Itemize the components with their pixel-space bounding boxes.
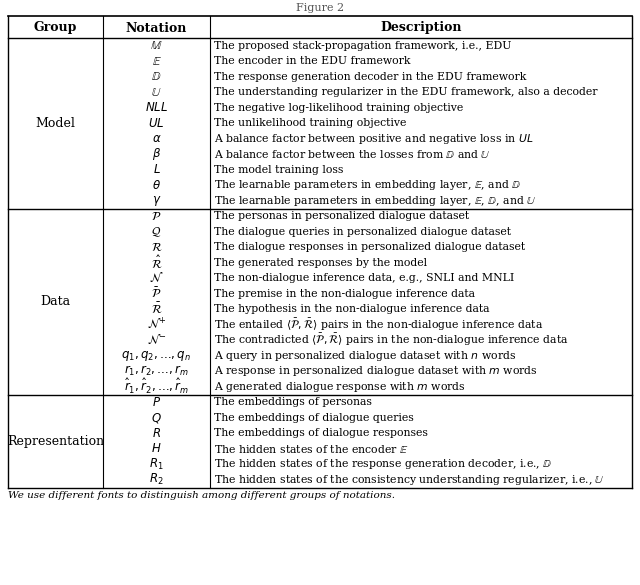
Text: The unlikelihood training objective: The unlikelihood training objective (214, 118, 406, 128)
Text: $r_1,r_2,\ldots,r_m$: $r_1,r_2,\ldots,r_m$ (124, 364, 189, 378)
Text: The negative log-likelihood training objective: The negative log-likelihood training obj… (214, 103, 463, 113)
Text: The personas in personalized dialogue dataset: The personas in personalized dialogue da… (214, 211, 469, 221)
Text: The proposed stack-propagation framework, i.e., EDU: The proposed stack-propagation framework… (214, 41, 511, 51)
Text: $\mathit{NLL}$: $\mathit{NLL}$ (145, 101, 168, 114)
Text: A response in personalized dialogue dataset with $m$ words: A response in personalized dialogue data… (214, 364, 538, 378)
Text: $\mathbb{D}$: $\mathbb{D}$ (152, 70, 162, 83)
Text: The hidden states of the response generation decoder, i.e., $\mathbb{D}$: The hidden states of the response genera… (214, 457, 552, 472)
Text: $\hat{\mathcal{R}}$: $\hat{\mathcal{R}}$ (150, 254, 163, 272)
Text: The contradicted $\langle\bar{\mathcal{P}}, \bar{\mathcal{R}}\rangle$ pairs in t: The contradicted $\langle\bar{\mathcal{P… (214, 332, 568, 348)
Text: $\mathit{UL}$: $\mathit{UL}$ (148, 117, 164, 130)
Text: $L$: $L$ (152, 163, 161, 176)
Text: $\mathcal{N}^{-}$: $\mathcal{N}^{-}$ (147, 333, 166, 347)
Text: $\gamma$: $\gamma$ (152, 194, 161, 208)
Text: The premise in the non-dialogue inference data: The premise in the non-dialogue inferenc… (214, 289, 475, 299)
Text: The embeddings of dialogue queries: The embeddings of dialogue queries (214, 413, 413, 423)
Text: $q_1,q_2,\ldots,q_n$: $q_1,q_2,\ldots,q_n$ (122, 349, 191, 363)
Text: Description: Description (380, 22, 461, 35)
Text: The model training loss: The model training loss (214, 165, 344, 175)
Text: A generated dialogue response with $m$ words: A generated dialogue response with $m$ w… (214, 380, 466, 394)
Text: Figure 2: Figure 2 (296, 3, 344, 13)
Text: The hidden states of the encoder $\mathbb{E}$: The hidden states of the encoder $\mathb… (214, 443, 408, 455)
Text: The learnable parameters in embedding layer, $\mathbb{E}$, $\mathbb{D}$, and $\m: The learnable parameters in embedding la… (214, 194, 536, 208)
Text: $Q$: $Q$ (151, 411, 162, 425)
Text: $\beta$: $\beta$ (152, 146, 161, 162)
Text: $\mathcal{Q}$: $\mathcal{Q}$ (152, 225, 162, 239)
Text: $\bar{\mathcal{R}}$: $\bar{\mathcal{R}}$ (150, 301, 163, 317)
Text: $\mathbb{U}$: $\mathbb{U}$ (151, 86, 162, 99)
Text: The hypothesis in the non-dialogue inference data: The hypothesis in the non-dialogue infer… (214, 304, 490, 314)
Text: $H$: $H$ (151, 442, 162, 455)
Text: $\mathbb{M}$: $\mathbb{M}$ (150, 39, 163, 52)
Text: $\bar{\mathcal{P}}$: $\bar{\mathcal{P}}$ (151, 287, 162, 301)
Text: The embeddings of personas: The embeddings of personas (214, 397, 372, 407)
Text: The entailed $\langle\bar{\mathcal{P}}, \bar{\mathcal{R}}\rangle$ pairs in the n: The entailed $\langle\bar{\mathcal{P}}, … (214, 316, 543, 333)
Text: Data: Data (40, 295, 70, 308)
Text: The dialogue queries in personalized dialogue dataset: The dialogue queries in personalized dia… (214, 227, 511, 237)
Text: We use different fonts to distinguish among different groups of notations.: We use different fonts to distinguish am… (8, 491, 395, 501)
Text: $R_1$: $R_1$ (149, 457, 164, 472)
Text: A query in personalized dialogue dataset with $n$ words: A query in personalized dialogue dataset… (214, 349, 516, 363)
Text: $\mathcal{R}$: $\mathcal{R}$ (150, 241, 163, 254)
Text: $\mathcal{P}$: $\mathcal{P}$ (151, 210, 162, 223)
Text: $\mathbb{E}$: $\mathbb{E}$ (152, 55, 161, 68)
Text: $\alpha$: $\alpha$ (152, 132, 161, 145)
Text: Representation: Representation (7, 435, 104, 448)
Text: The encoder in the EDU framework: The encoder in the EDU framework (214, 56, 410, 66)
Text: $R_2$: $R_2$ (149, 472, 164, 487)
Text: $\theta$: $\theta$ (152, 179, 161, 192)
Text: A balance factor between the losses from $\mathbb{D}$ and $\mathbb{U}$: A balance factor between the losses from… (214, 148, 491, 160)
Text: Group: Group (34, 22, 77, 35)
Text: $\hat{r}_1,\hat{r}_2,\ldots,\hat{r}_m$: $\hat{r}_1,\hat{r}_2,\ldots,\hat{r}_m$ (124, 377, 189, 396)
Text: Notation: Notation (126, 22, 187, 35)
Text: A balance factor between positive and negative loss in $\mathit{UL}$: A balance factor between positive and ne… (214, 132, 533, 146)
Text: The dialogue responses in personalized dialogue dataset: The dialogue responses in personalized d… (214, 242, 525, 252)
Text: The hidden states of the consistency understanding regularizer, i.e., $\mathbb{U: The hidden states of the consistency und… (214, 473, 605, 487)
Text: The understanding regularizer in the EDU framework, also a decoder: The understanding regularizer in the EDU… (214, 87, 598, 97)
Text: $\mathcal{N}$: $\mathcal{N}$ (149, 271, 164, 285)
Text: $P$: $P$ (152, 395, 161, 409)
Text: Model: Model (36, 117, 76, 130)
Text: The embeddings of dialogue responses: The embeddings of dialogue responses (214, 428, 428, 438)
Text: The response generation decoder in the EDU framework: The response generation decoder in the E… (214, 72, 526, 82)
Text: $R$: $R$ (152, 426, 161, 440)
Text: The generated responses by the model: The generated responses by the model (214, 258, 427, 268)
Text: The non-dialogue inference data, e.g., SNLI and MNLI: The non-dialogue inference data, e.g., S… (214, 273, 515, 283)
Text: The learnable parameters in embedding layer, $\mathbb{E}$, and $\mathbb{D}$: The learnable parameters in embedding la… (214, 178, 522, 192)
Text: $\mathcal{N}^{+}$: $\mathcal{N}^{+}$ (147, 318, 166, 332)
